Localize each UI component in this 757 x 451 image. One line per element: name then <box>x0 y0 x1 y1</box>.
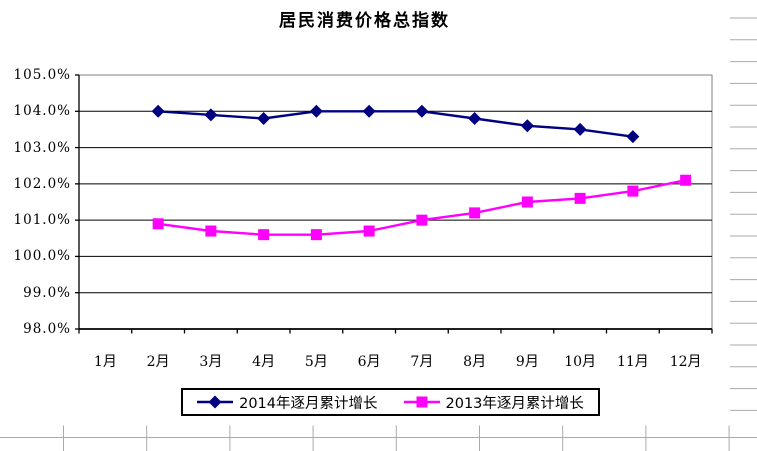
diamond-marker-icon <box>197 395 234 409</box>
y-tick-label: 102.0% <box>13 175 71 192</box>
data-point-marker[interactable] <box>151 104 165 118</box>
x-tick-label: 12月 <box>669 354 702 370</box>
x-tick-label: 10月 <box>564 354 597 370</box>
data-point-marker[interactable] <box>627 185 639 197</box>
legend[interactable]: 2014年逐月累计增长 2013年逐月累计增长 <box>181 388 600 416</box>
data-point-marker[interactable] <box>573 122 587 136</box>
data-point-marker[interactable] <box>152 218 164 230</box>
y-tick-label: 105.0% <box>13 67 71 83</box>
data-point-marker[interactable] <box>468 112 482 126</box>
data-point-marker[interactable] <box>257 112 271 126</box>
y-tick-label: 99.0% <box>23 284 71 301</box>
chart-title: 居民消费价格总指数 <box>279 11 450 31</box>
data-point-marker[interactable] <box>416 214 428 226</box>
legend-label-2013: 2013年逐月累计增长 <box>445 395 584 412</box>
data-point-marker[interactable] <box>521 196 533 208</box>
data-point-marker[interactable] <box>310 229 322 241</box>
data-point-marker[interactable] <box>204 108 218 122</box>
data-point-marker[interactable] <box>205 225 217 237</box>
x-tick-label: 9月 <box>515 354 539 370</box>
x-tick-label: 2月 <box>146 354 170 370</box>
data-point-marker[interactable] <box>520 119 534 133</box>
x-tick-label: 3月 <box>199 354 223 370</box>
data-point-marker[interactable] <box>626 130 640 144</box>
x-tick-label: 1月 <box>93 354 117 370</box>
data-point-marker[interactable] <box>680 174 692 186</box>
data-point-marker[interactable] <box>258 229 270 241</box>
legend-item-2013[interactable]: 2013年逐月累计增长 <box>403 392 584 413</box>
y-tick-label: 100.0% <box>13 248 71 265</box>
y-axis-labels: 105.0% 104.0% 103.0% 102.0% 101.0% 100.0% 99.0… <box>0 0 72 360</box>
x-tick-label: 4月 <box>252 354 276 370</box>
x-axis-labels: 1月 2月 3月 4月 5月 6月 7月 8月 9月 10月 11月 12月 <box>0 351 729 371</box>
legend-label-2014: 2014年逐月累计增长 <box>239 395 378 412</box>
square-marker-icon <box>403 396 440 408</box>
x-tick-label: 6月 <box>357 354 381 370</box>
series-line-0[interactable] <box>158 110 634 138</box>
y-tick-label: 103.0% <box>13 139 71 156</box>
x-tick-label: 8月 <box>463 354 487 370</box>
x-tick-label: 5月 <box>304 354 328 370</box>
data-point-marker[interactable] <box>469 207 481 219</box>
data-point-marker[interactable] <box>574 192 586 204</box>
data-point-marker[interactable] <box>362 104 376 118</box>
data-point-marker[interactable] <box>415 104 429 118</box>
y-tick-label: 104.0% <box>13 103 71 120</box>
plot-area[interactable] <box>78 74 713 330</box>
data-point-marker[interactable] <box>363 225 375 237</box>
data-point-marker[interactable] <box>309 104 323 118</box>
x-tick-label: 11月 <box>616 354 649 370</box>
x-tick-label: 7月 <box>410 354 434 370</box>
y-tick-label: 98.0% <box>23 321 71 337</box>
legend-item-2014[interactable]: 2014年逐月累计增长 <box>197 392 378 413</box>
y-tick-label: 101.0% <box>13 212 71 229</box>
